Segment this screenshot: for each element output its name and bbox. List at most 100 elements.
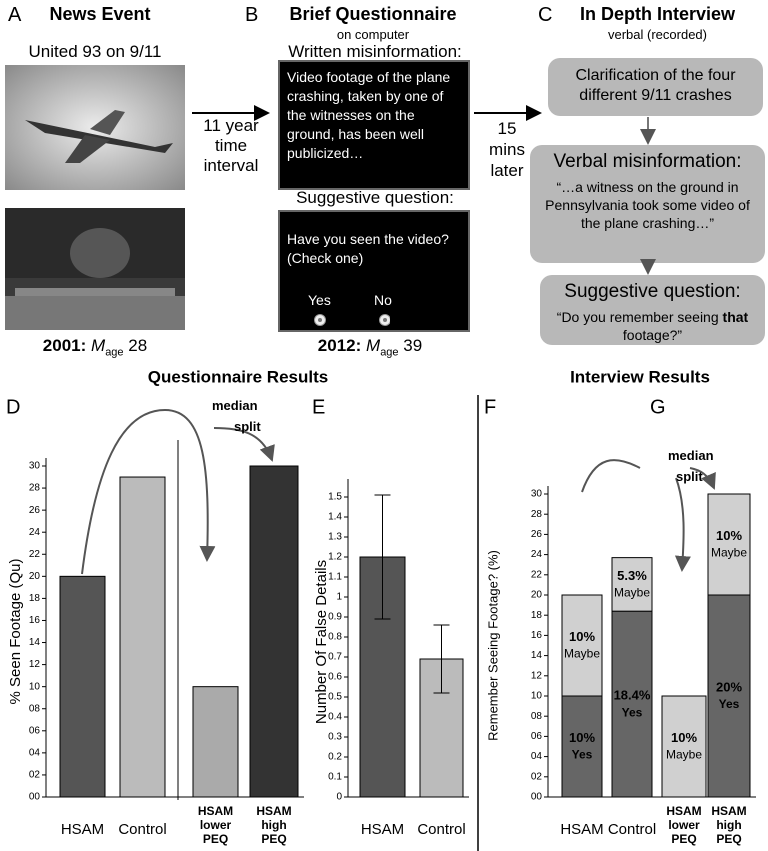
- y-tick-label: 1.2: [328, 552, 342, 563]
- y-tick-label: 0.9: [328, 612, 342, 623]
- arrow: [213, 427, 275, 462]
- y-tick-label: 02: [29, 770, 41, 781]
- y-tick-label: 14: [29, 637, 41, 648]
- misinformation-box: Video footage of the plane crashing, tak…: [278, 60, 470, 190]
- panel-letter: F: [484, 396, 496, 418]
- y-tick-label: 18: [29, 593, 41, 604]
- x-tick-label: HSAM lower PEQ: [666, 804, 701, 846]
- step-text: “Do you remember seeing that footage?”: [556, 309, 749, 343]
- x-tick-label: HSAM: [61, 821, 104, 838]
- caption: United 93 on 9/11: [28, 42, 162, 61]
- value-label: 10%: [671, 730, 697, 745]
- annotation: median split: [668, 448, 714, 484]
- y-tick-label: 26: [531, 529, 543, 540]
- bar-segment: [661, 695, 707, 798]
- value-label: 5.3%: [617, 568, 647, 583]
- arrow: [81, 408, 216, 575]
- crash-site-photo: [5, 208, 185, 330]
- arrow: [674, 477, 691, 572]
- step-text: “…a witness on the ground in Pennsylvani…: [545, 179, 750, 231]
- y-tick-label: 30: [531, 489, 543, 500]
- value-label: 18.4%: [614, 688, 651, 703]
- y-tick-label: 02: [531, 771, 543, 782]
- bar-segment: [611, 610, 653, 798]
- y-tick-label: 20: [29, 571, 41, 582]
- panel-subtitle: on computer: [336, 27, 410, 42]
- value-label: 10%: [569, 730, 595, 745]
- y-tick-label: 16: [29, 615, 41, 626]
- y-tick-label: 1.1: [328, 572, 342, 583]
- bar: [249, 465, 299, 798]
- y-tick-label: 18: [531, 610, 543, 621]
- y-tick-label: 30: [29, 461, 41, 472]
- y-axis-title: % Seen Footage (Qu): [7, 559, 24, 705]
- value-label: 10%: [569, 629, 595, 644]
- x-tick-label: HSAM: [560, 821, 603, 838]
- step-title: Verbal misinformation:: [553, 151, 742, 172]
- y-tick-label: 0.4: [328, 712, 342, 723]
- y-tick-label: 1.4: [328, 512, 342, 523]
- panel-title: Brief Questionnaire: [289, 4, 457, 24]
- panel-subtitle: verbal (recorded): [608, 27, 707, 42]
- arrow: [689, 467, 716, 490]
- age-note: 2001: Mage 28: [42, 336, 148, 359]
- y-axis-title: Remember Seeing Footage? (%): [485, 550, 500, 741]
- panel-letter: G: [650, 396, 666, 418]
- option-label: Yes: [308, 292, 331, 308]
- y-tick-label: 24: [29, 527, 41, 538]
- interview-step: Suggestive question: “Do you remember se…: [540, 275, 765, 345]
- y-tick-label: 10: [531, 691, 543, 702]
- series-label: Yes: [622, 705, 643, 719]
- y-tick-label: 26: [29, 505, 41, 516]
- arrow: [581, 459, 641, 493]
- plane-photo: [5, 65, 185, 190]
- x-tick-label: HSAM: [361, 821, 404, 838]
- y-tick-label: 1: [336, 592, 342, 603]
- panel-letter: A: [8, 4, 22, 26]
- y-axis-title: Number Of False Details: [313, 560, 330, 724]
- y-tick-label: 00: [531, 792, 543, 803]
- y-tick-label: 0.7: [328, 652, 342, 663]
- x-tick-label: HSAM high PEQ: [711, 804, 746, 846]
- panel-letter: C: [538, 4, 553, 26]
- panel-letter: B: [245, 4, 259, 26]
- bar: [119, 476, 166, 798]
- interview-step: Clarification of the four different 9/11…: [548, 58, 763, 116]
- series-label: Yes: [572, 748, 593, 762]
- y-tick-label: 14: [531, 650, 543, 661]
- y-tick-label: 0: [336, 792, 342, 803]
- gap-label: 15 mins later: [489, 119, 525, 180]
- age-note: 2012: Mage 39: [317, 336, 423, 359]
- series-label: Maybe: [666, 748, 702, 762]
- bar-segment: [707, 594, 751, 798]
- value-label: 10%: [716, 528, 742, 543]
- y-tick-label: 06: [29, 725, 41, 736]
- radio-buttons: [314, 314, 390, 326]
- series-label: Yes: [719, 697, 740, 711]
- annotation: median split: [212, 398, 261, 434]
- y-tick-label: 12: [29, 659, 41, 670]
- value-label: 20%: [716, 679, 742, 694]
- series-label: Maybe: [711, 546, 747, 560]
- panel-letter: D: [6, 396, 20, 418]
- y-tick-label: 0.8: [328, 632, 342, 643]
- x-tick-label: Control: [118, 821, 166, 838]
- y-tick-label: 0.6: [328, 672, 342, 683]
- y-tick-label: 28: [29, 483, 41, 494]
- bar-segment: [561, 594, 603, 697]
- section-title: Questionnaire Results: [148, 367, 328, 386]
- y-tick-label: 0.5: [328, 692, 342, 703]
- box-heading: Suggestive question:: [296, 188, 454, 207]
- x-tick-label: Control: [417, 821, 465, 838]
- y-tick-label: 24: [531, 549, 543, 560]
- series-label: Maybe: [614, 586, 650, 600]
- panel-letter: E: [312, 396, 325, 418]
- y-tick-label: 0.3: [328, 732, 342, 743]
- x-tick-label: Control: [608, 821, 656, 838]
- panel-title: News Event: [49, 4, 151, 24]
- y-tick-label: 22: [531, 569, 543, 580]
- y-tick-label: 20: [531, 590, 543, 601]
- x-tick-label: HSAM lower PEQ: [198, 804, 233, 846]
